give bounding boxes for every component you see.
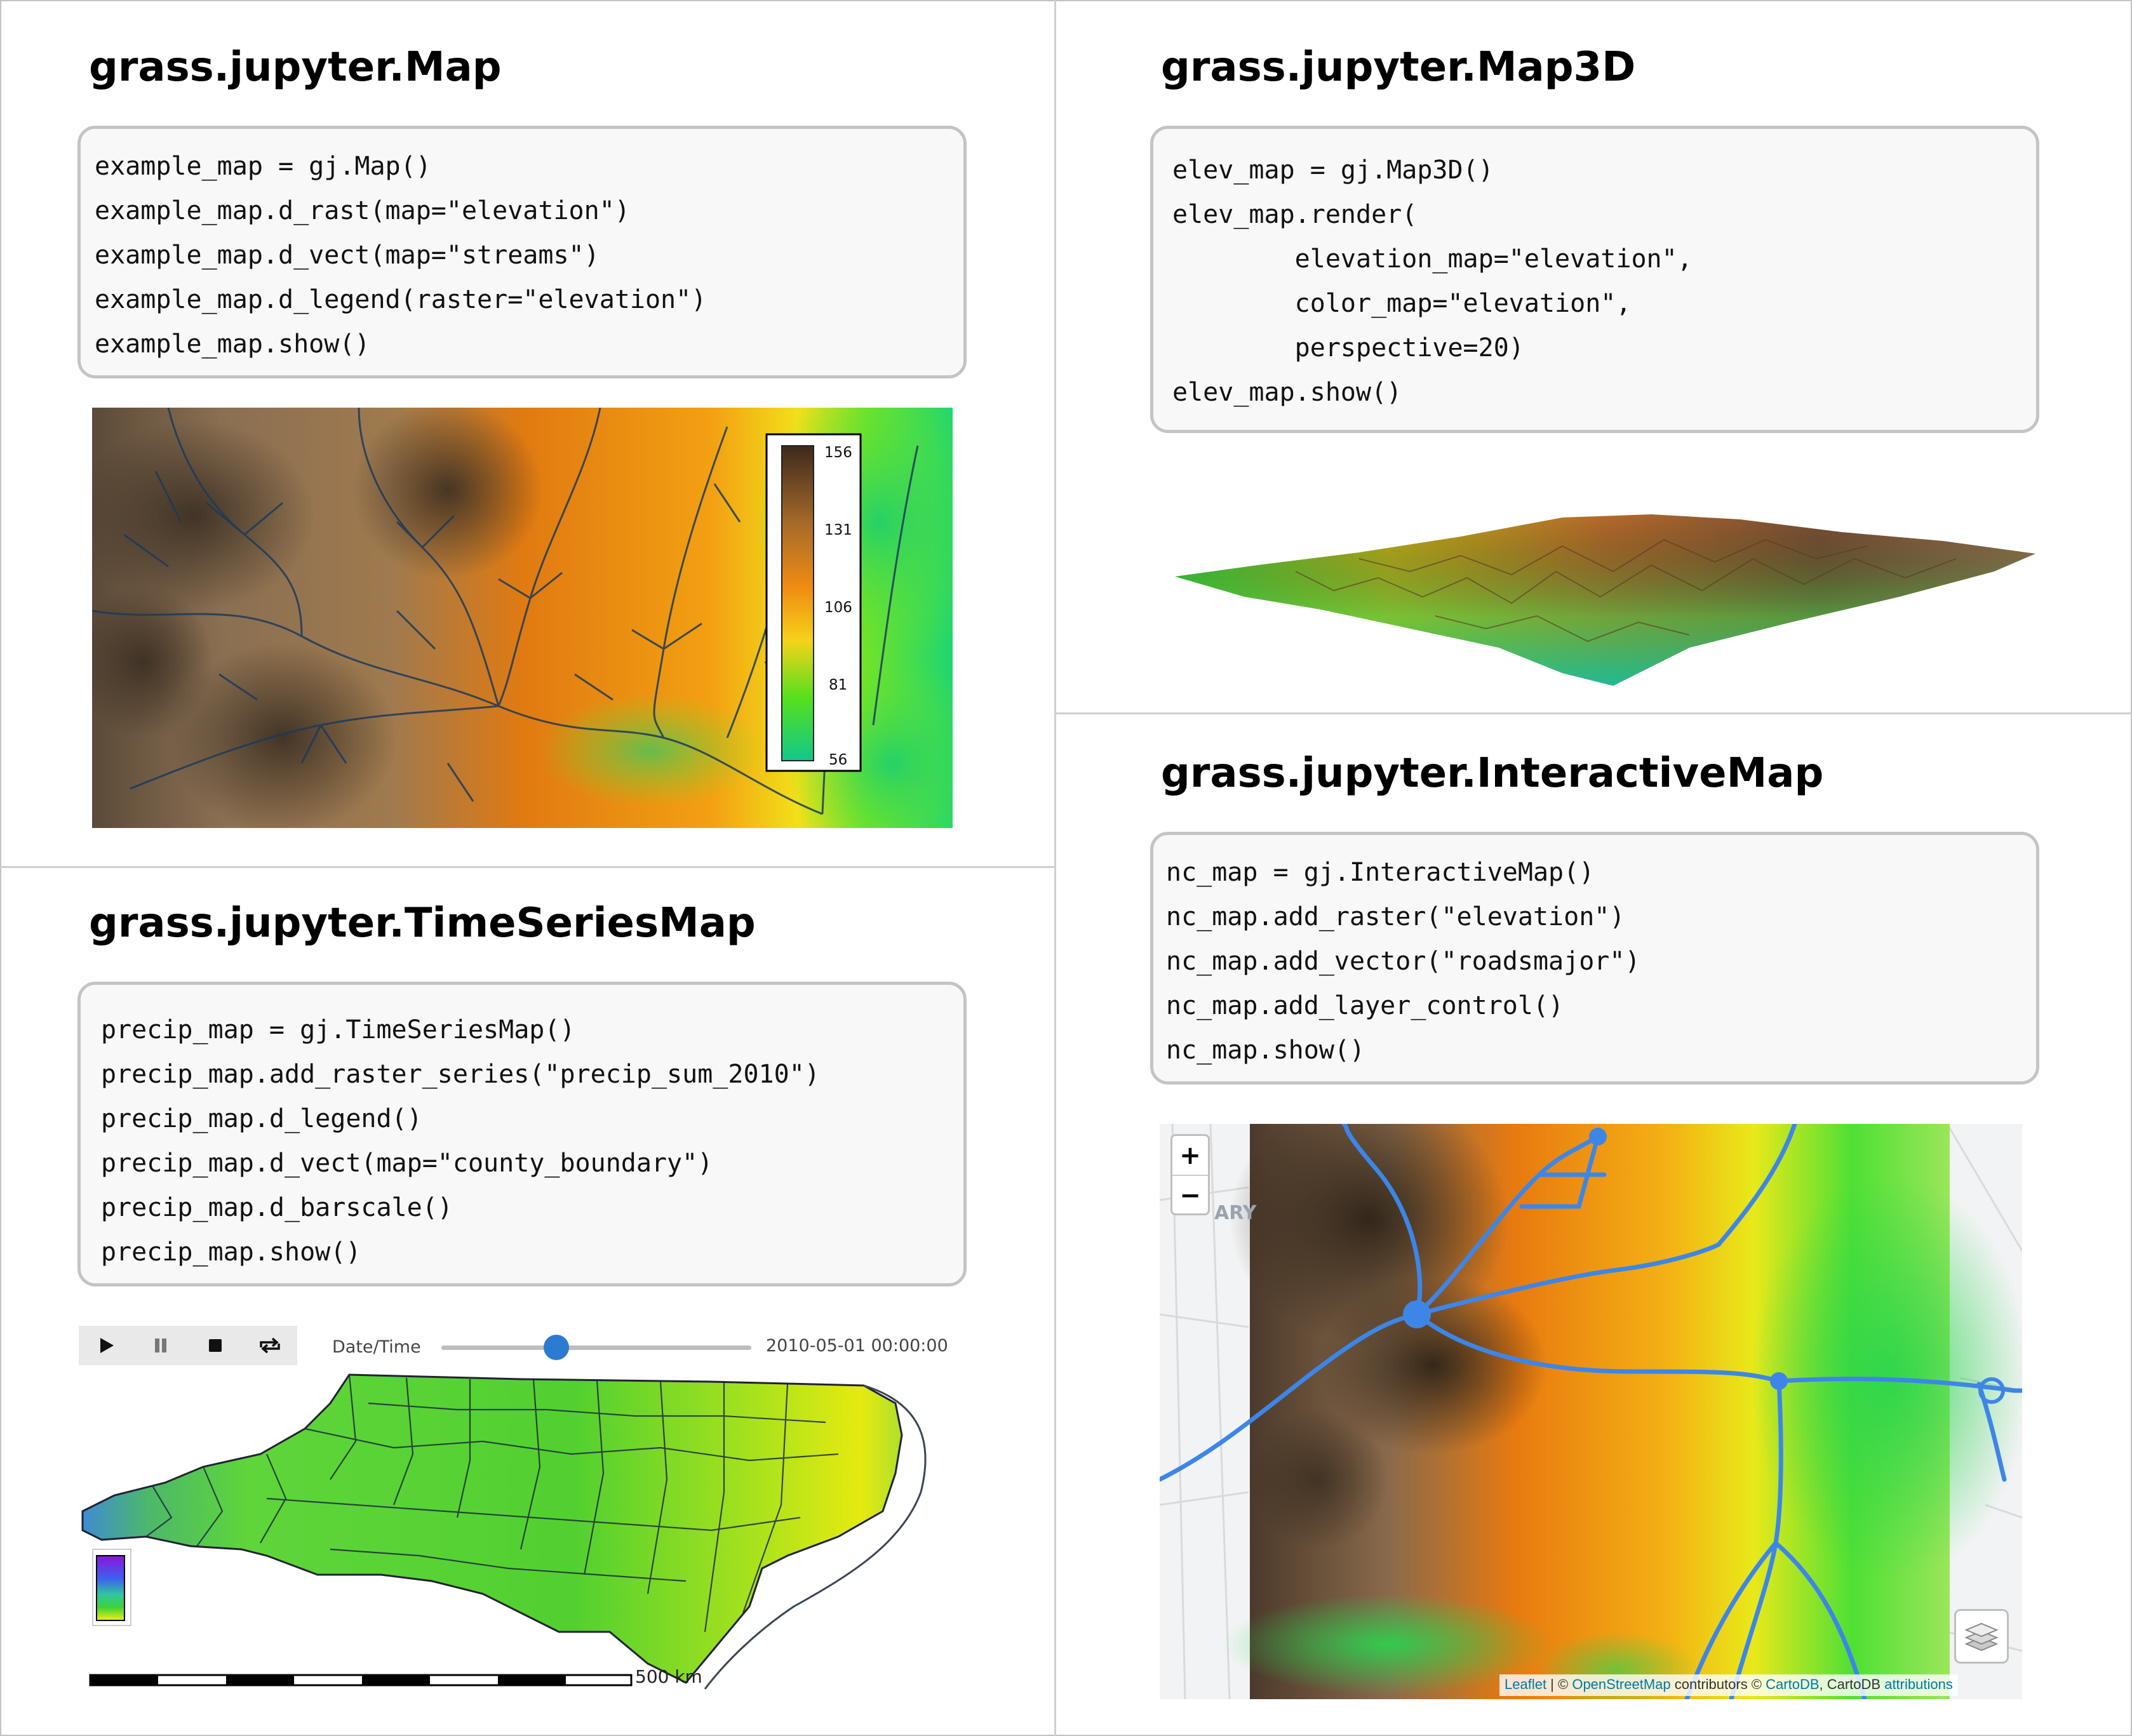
interactive-panel-title: grass.jupyter.InteractiveMap — [1161, 750, 1824, 797]
legend-label: 106 — [824, 599, 852, 616]
pause-button[interactable] — [133, 1326, 188, 1365]
left-horizontal-divider — [0, 866, 1055, 868]
scale-bar — [89, 1674, 633, 1686]
date-time-label: Date/Time — [332, 1337, 421, 1357]
zoom-in-button[interactable]: + — [1179, 1140, 1201, 1170]
code-line: example_map.show() — [95, 330, 370, 359]
legend-label: 81 — [829, 677, 847, 693]
play-icon — [100, 1338, 114, 1353]
code-line: nc_map.add_layer_control() — [1166, 991, 1564, 1020]
attribution-text: , CartoDB — [1819, 1676, 1885, 1692]
code-line: nc_map.add_vector("roadsmajor") — [1166, 947, 1640, 976]
elevation-map-image: 156 131 106 81 56 — [92, 408, 953, 828]
scale-bar-label: 500 km — [635, 1666, 702, 1687]
zoom-control: + − — [1170, 1134, 1210, 1215]
cartodb-link[interactable]: CartoDB — [1766, 1676, 1820, 1692]
code-line: precip_map.d_vect(map="county_boundary") — [101, 1149, 713, 1178]
code-line: perspective=20) — [1172, 333, 1524, 363]
play-button[interactable] — [79, 1326, 133, 1365]
attribution-text: contributors © — [1670, 1676, 1766, 1692]
playback-controls — [79, 1326, 297, 1365]
right-horizontal-divider — [1055, 712, 2132, 714]
code-line: nc_map = gj.InteractiveMap() — [1166, 858, 1595, 887]
code-line: example_map.d_rast(map="elevation") — [95, 196, 630, 225]
map-attribution: Leaflet | © OpenStreetMap contributors ©… — [1499, 1674, 1958, 1696]
code-line: precip_map.d_legend() — [101, 1104, 422, 1133]
loop-icon — [260, 1337, 280, 1354]
pause-icon — [155, 1339, 166, 1352]
legend-label: 56 — [829, 752, 847, 768]
code-line: precip_map.d_barscale() — [101, 1193, 453, 1222]
code-line: nc_map.add_raster("elevation") — [1166, 902, 1625, 931]
terrain-3d-image — [1169, 502, 2039, 692]
map-code-block: example_map = gj.Map() example_map.d_ras… — [77, 126, 967, 378]
map3d-code-block: elev_map = gj.Map3D() elev_map.render( e… — [1150, 126, 2039, 433]
attribution-text: | © — [1546, 1676, 1572, 1692]
map3d-panel-title: grass.jupyter.Map3D — [1161, 44, 1636, 91]
layer-control-button[interactable] — [1954, 1609, 2009, 1664]
attributions-link[interactable]: attributions — [1884, 1676, 1953, 1692]
precipitation-map-image — [76, 1365, 965, 1695]
code-line: example_map.d_vect(map="streams") — [95, 241, 600, 270]
code-line: precip_map.show() — [101, 1238, 361, 1267]
code-line: elev_map = gj.Map3D() — [1172, 156, 1494, 185]
leaflet-map[interactable]: ARY — [1160, 1124, 2022, 1699]
map-panel-title: grass.jupyter.Map — [89, 44, 502, 91]
timeseries-code-block: precip_map = gj.TimeSeriesMap() precip_m… — [77, 982, 967, 1286]
leaflet-link[interactable]: Leaflet — [1505, 1676, 1547, 1692]
code-line: precip_map.add_raster_series("precip_sum… — [101, 1060, 820, 1089]
stop-icon — [209, 1339, 222, 1352]
elevation-legend — [765, 433, 862, 772]
time-slider-thumb[interactable] — [543, 1335, 569, 1360]
time-slider-track[interactable] — [441, 1345, 751, 1350]
timeseries-panel-title: grass.jupyter.TimeSeriesMap — [89, 900, 756, 947]
code-line: precip_map = gj.TimeSeriesMap() — [101, 1015, 575, 1045]
legend-label: 131 — [824, 522, 852, 538]
code-line: elev_map.show() — [1172, 378, 1402, 407]
vertical-divider — [1054, 0, 1056, 1736]
code-line: example_map = gj.Map() — [95, 152, 431, 181]
code-line: elevation_map="elevation", — [1172, 244, 1693, 274]
stop-button[interactable] — [188, 1326, 243, 1365]
legend-label: 156 — [824, 444, 852, 461]
code-line: elev_map.render( — [1172, 200, 1418, 229]
code-line: nc_map.show() — [1166, 1036, 1365, 1065]
date-time-value: 2010-05-01 00:00:00 — [766, 1336, 948, 1356]
zoom-out-button[interactable]: − — [1172, 1175, 1208, 1215]
layers-icon — [1964, 1622, 1999, 1652]
code-line: example_map.d_legend(raster="elevation") — [95, 285, 707, 314]
code-line: color_map="elevation", — [1172, 289, 1632, 318]
loop-button[interactable] — [243, 1326, 297, 1365]
interactive-code-block: nc_map = gj.InteractiveMap() nc_map.add_… — [1150, 832, 2039, 1085]
osm-link[interactable]: OpenStreetMap — [1572, 1676, 1671, 1692]
basemap-place-label: ARY — [1214, 1202, 1257, 1224]
